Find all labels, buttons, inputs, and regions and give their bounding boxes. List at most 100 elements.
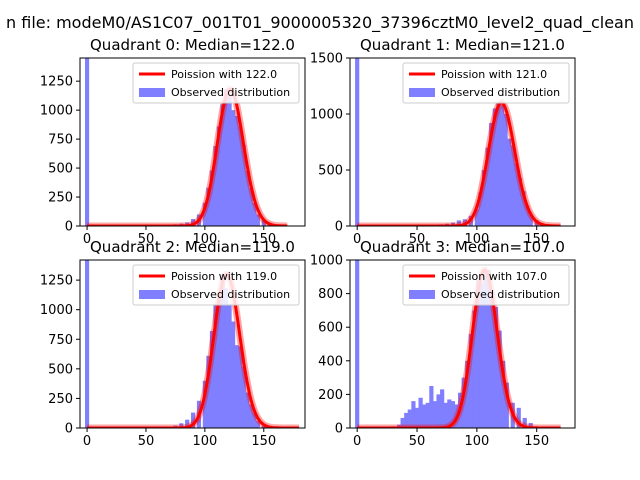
poisson-curve-glow bbox=[87, 270, 300, 428]
histogram-bar bbox=[492, 108, 497, 226]
y-tick-label: 800 bbox=[318, 287, 343, 302]
histogram-bar bbox=[450, 401, 456, 428]
histogram-bar bbox=[220, 274, 225, 428]
x-tick-label: 0 bbox=[353, 434, 361, 449]
legend-bar-swatch bbox=[139, 290, 165, 299]
quadrant-2-panel: 0 50 100 150 0 250 500 750 1000 1250 Quadrant 2: M… bbox=[40, 238, 306, 449]
y-tick-label: 750 bbox=[48, 333, 73, 348]
histogram-bar bbox=[429, 386, 434, 428]
histogram-bar bbox=[418, 397, 423, 428]
x-tick-label: 150 bbox=[524, 434, 549, 449]
y-tick-label: 1000 bbox=[310, 108, 343, 123]
poisson-curve-glow bbox=[357, 266, 561, 428]
histogram-bar bbox=[504, 382, 509, 428]
histogram-bar bbox=[486, 270, 491, 428]
histogram-bar bbox=[490, 290, 495, 428]
histogram-bar bbox=[396, 424, 402, 428]
y-tick-label: 0 bbox=[65, 422, 73, 437]
histogram-bar bbox=[461, 377, 466, 428]
histogram-bar bbox=[468, 333, 473, 428]
x-tick-label: 100 bbox=[192, 434, 217, 449]
histogram-bar bbox=[528, 214, 533, 226]
histogram-bar bbox=[238, 126, 243, 226]
histogram-bar bbox=[479, 283, 484, 428]
x-tick-label: 100 bbox=[464, 232, 489, 247]
quadrant-0-panel: 0 50 100 150 0 250 500 750 1000 1250 Quadrant 0: M… bbox=[40, 36, 306, 247]
histogram-bar bbox=[255, 214, 260, 226]
figure-suptitle: n file: modeM0/AS1C07_001T01_9000005320_… bbox=[6, 13, 634, 33]
y-tick-label: 1250 bbox=[40, 274, 73, 289]
quadrant-title: Quadrant 3: Median=107.0 bbox=[360, 238, 565, 256]
y-tick-label: 1500 bbox=[310, 52, 343, 67]
legend-label: Observed distribution bbox=[171, 86, 290, 99]
histogram-bar bbox=[404, 412, 409, 428]
histogram-bar bbox=[432, 401, 438, 428]
histogram-bar bbox=[185, 419, 190, 428]
y-tick-label: 500 bbox=[48, 362, 73, 377]
y-tick-label: 1250 bbox=[40, 75, 73, 90]
histogram-bar bbox=[191, 412, 196, 428]
histogram-bar bbox=[425, 402, 430, 428]
histogram-bar bbox=[241, 366, 246, 428]
histogram-bar bbox=[450, 222, 456, 226]
histogram-bar bbox=[224, 288, 229, 428]
y-tick-label: 500 bbox=[48, 162, 73, 177]
histogram-bar bbox=[213, 146, 218, 226]
legend: Poission with 122.0 Observed distribution bbox=[132, 62, 300, 104]
legend-label: Observed distribution bbox=[171, 288, 290, 301]
x-tick-label: 0 bbox=[353, 232, 361, 247]
histogram-bar bbox=[436, 394, 441, 428]
x-tick-label: 0 bbox=[83, 434, 91, 449]
histogram-bar bbox=[525, 205, 530, 226]
histogram-bar bbox=[478, 192, 483, 226]
histogram-bar bbox=[472, 310, 477, 428]
histogram-bar bbox=[179, 423, 184, 428]
y-tick-label: 1000 bbox=[40, 104, 73, 119]
legend-label: Poission with 121.0 bbox=[441, 68, 547, 81]
histogram-bar bbox=[483, 271, 488, 428]
y-tick-label: 1000 bbox=[40, 303, 73, 318]
legend-label: Poission with 119.0 bbox=[171, 270, 277, 283]
histogram-bar bbox=[209, 330, 214, 428]
histogram-bar bbox=[522, 417, 527, 428]
legend-label: Observed distribution bbox=[441, 288, 560, 301]
histogram-bar bbox=[216, 295, 222, 428]
plot-area bbox=[85, 260, 300, 428]
legend: Poission with 121.0 Observed distribution bbox=[402, 62, 570, 104]
histogram-bar bbox=[507, 138, 512, 226]
histogram-bar bbox=[213, 303, 218, 428]
axes-frame bbox=[349, 259, 576, 429]
histogram-bar bbox=[407, 409, 412, 428]
poisson-curve-glow bbox=[87, 85, 288, 226]
histogram-bar bbox=[497, 330, 502, 428]
histogram-bar bbox=[202, 202, 207, 226]
histogram-bar bbox=[514, 163, 519, 226]
histogram-bar bbox=[85, 58, 90, 226]
histogram-bar bbox=[475, 280, 481, 428]
histogram-bar bbox=[248, 404, 253, 428]
x-tick-label: 50 bbox=[409, 434, 426, 449]
histogram-bar bbox=[231, 110, 236, 226]
legend-label: Poission with 107.0 bbox=[441, 270, 547, 283]
histogram-bar bbox=[238, 346, 243, 428]
legend-bar-swatch bbox=[139, 88, 165, 97]
histogram-bar bbox=[481, 170, 487, 226]
quadrant-title: Quadrant 1: Median=121.0 bbox=[360, 36, 565, 54]
histogram-bar bbox=[206, 187, 211, 226]
histogram-bar bbox=[499, 105, 505, 226]
histogram-bar bbox=[234, 345, 239, 428]
y-tick-label: 1000 bbox=[310, 254, 343, 269]
axes-frame bbox=[79, 259, 306, 429]
x-tick-label: 50 bbox=[138, 232, 155, 247]
histogram-bar bbox=[227, 96, 232, 226]
histogram-bar bbox=[414, 407, 420, 428]
x-tick-label: 100 bbox=[192, 232, 217, 247]
axes-frame bbox=[349, 57, 576, 227]
histogram-bar bbox=[231, 321, 236, 428]
histogram-bar bbox=[411, 401, 416, 428]
legend: Poission with 107.0 Observed distribution bbox=[402, 264, 570, 306]
histogram-bar bbox=[241, 144, 246, 226]
histogram-bar bbox=[493, 307, 499, 428]
y-tick-label: 0 bbox=[335, 220, 343, 235]
